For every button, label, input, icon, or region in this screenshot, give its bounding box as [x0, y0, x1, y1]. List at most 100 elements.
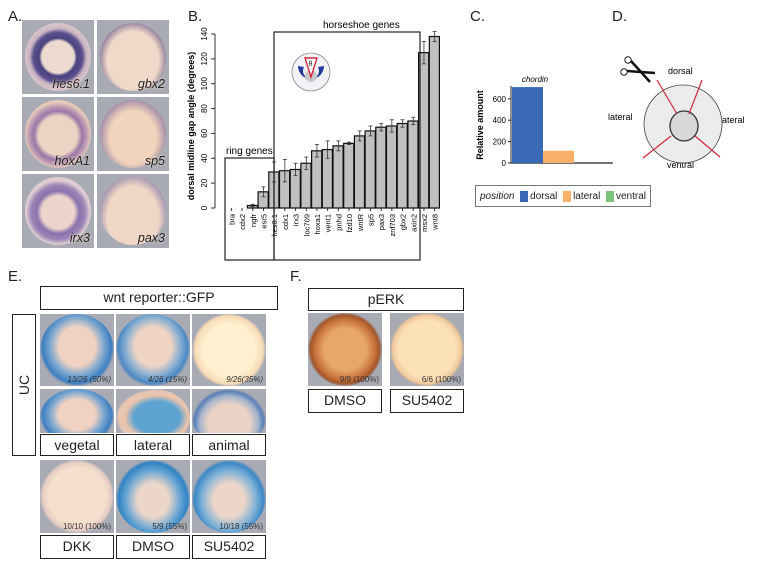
x-tick-label-vent1: vent1	[324, 214, 333, 232]
c-y-tick-label: 0	[502, 159, 507, 168]
bar-sp5	[364, 130, 376, 209]
bar-axin2	[407, 120, 419, 209]
gene-label-sp5: sp5	[144, 154, 165, 168]
embryo-tile-sp5: sp5	[97, 97, 169, 171]
embryo-count: 13/26 (50%)	[67, 375, 111, 384]
ring-genes-label: ring genes	[226, 146, 273, 157]
embryo-image	[40, 314, 114, 386]
embryo-image	[25, 100, 91, 168]
embryo-count: 9/26(35%)	[226, 375, 263, 384]
treatment-tile-DMSO: 5/9 (55%)	[116, 460, 190, 533]
x-tick-label-axin2: axin2	[409, 214, 418, 232]
legend-label-dorsal: dorsal	[530, 190, 558, 202]
bar-hoxa1	[311, 150, 323, 209]
gene-label-gbx2: gbx2	[137, 77, 165, 91]
x-tick-label-irx3: irx3	[292, 214, 301, 226]
perk-treatment-label-DMSO: DMSO	[308, 389, 382, 413]
orientation-label-vegetal: vegetal	[40, 434, 114, 456]
embryo-count: 6/6 (100%)	[421, 375, 461, 384]
embryo-image	[100, 23, 166, 91]
x-tick-label-wnt8: wnt8	[431, 214, 440, 231]
y-tick-label: 60	[200, 128, 209, 137]
scissors-icon	[620, 56, 656, 83]
embryo-blastopore	[669, 110, 699, 142]
x-tick-label-znf703: znf703	[388, 214, 397, 237]
position-legend: position dorsal lateral ventral	[475, 185, 651, 207]
gap-angle-bar-chart: 0 20 40 60 80 100 120 140 dorsal midline gap ang…	[186, 20, 441, 261]
perk-tile-DMSO: 9/9 (100%)	[308, 313, 382, 386]
y-tick-label: 120	[200, 52, 209, 66]
perk-header: pERK	[308, 288, 464, 311]
uc-top-tile-3: 9/26(35%)	[192, 314, 266, 386]
bar-wnt8	[428, 35, 441, 209]
x-tick-label-gbx2: gbx2	[399, 214, 408, 230]
legend-title: position	[480, 190, 515, 202]
bar-loc709	[300, 162, 312, 209]
panel-e-letter: E.	[8, 268, 23, 285]
bar-gbx2	[396, 122, 408, 209]
embryo-image	[192, 389, 266, 433]
y-axis-label: dorsal midline gap angle (degrees)	[186, 52, 196, 201]
uc-top-tile-2: 4/26 (15%)	[116, 314, 190, 386]
bar-fzd10	[343, 142, 355, 209]
legend-label-lateral: lateral	[573, 190, 601, 202]
dorsal-label: dorsal	[668, 66, 693, 76]
treatment-label-SU5402: SU5402	[192, 535, 266, 559]
lateral-left-label: lateral	[608, 112, 633, 122]
chordin-y-axis-label: Relative amount	[475, 90, 485, 160]
x-tick-label-fzd10: fzd10	[345, 214, 354, 232]
cut-lines	[642, 79, 721, 159]
c-y-tick-label: 400	[493, 116, 507, 125]
bar-lateral	[543, 150, 574, 163]
y-tick-label: 140	[200, 27, 209, 41]
x-tick-label-pax3: pax3	[377, 214, 386, 230]
bar-pnhd	[332, 145, 344, 209]
legend-swatch-ventral	[606, 190, 614, 202]
orientation-label-lateral: lateral	[116, 434, 190, 456]
y-tick-label: 80	[200, 104, 209, 113]
ventral-label: ventral	[667, 160, 694, 170]
embryo-count: 9/9 (100%)	[339, 375, 379, 384]
bar-znf703	[385, 125, 398, 209]
embryo-image	[40, 460, 114, 533]
embryo-image	[192, 460, 266, 533]
embryo-image	[116, 389, 190, 433]
chordin-chart-title: chordin	[522, 75, 549, 84]
x-tick-label-sp5: sp5	[366, 214, 375, 226]
treatment-tile-SU5402: 10/18 (55%)	[192, 460, 266, 533]
x-tick-label-msx2: msx2	[420, 214, 429, 232]
uc-label: UC	[16, 374, 32, 396]
legend-swatch-dorsal	[520, 190, 529, 202]
x-tick-label-cdx1: cdx1	[281, 214, 290, 230]
horseshoe-genes-label: horseshoe genes	[323, 20, 400, 31]
panel-b-letter: B.	[188, 8, 203, 25]
y-tick-label: 20	[200, 178, 209, 187]
uc-bottom-tile-1	[40, 389, 114, 433]
horseshoe-genes-box	[273, 31, 421, 261]
embryo-count: 5/9 (55%)	[152, 522, 187, 531]
embryo-tile-pax3: pax3	[97, 174, 169, 248]
legend-label-ventral: ventral	[615, 190, 646, 202]
uc-side-box: UC	[12, 314, 36, 456]
embryo-image	[308, 313, 382, 386]
x-tick-label-wntR: wntR	[356, 213, 365, 232]
gene-label-hoxA1: hoxA1	[54, 154, 90, 168]
panel-d-letter: D.	[612, 8, 627, 25]
embryo-image	[390, 313, 464, 386]
orientation-label-animal: animal	[192, 434, 266, 456]
perk-treatment-label-SU5402: SU5402	[390, 389, 464, 413]
embryo-tile-irx3: irx3	[22, 174, 94, 248]
lateral-right-label: lateral	[720, 115, 745, 125]
x-tick-label-ngfr: ngfr	[249, 214, 258, 227]
y-tick-label: 40	[200, 153, 209, 162]
horseshoe-schematic-icon: θ	[291, 52, 331, 92]
embryo-image	[25, 177, 91, 245]
panel-f-letter: F.	[290, 268, 302, 285]
ring-genes-box	[224, 157, 275, 261]
embryo-count: 4/26 (15%)	[147, 375, 187, 384]
x-tick-label-loc709: loc709	[302, 214, 311, 236]
bar-wntR	[353, 135, 366, 209]
embryo-image	[25, 23, 91, 91]
bar-dorsal	[512, 87, 543, 163]
wnt-reporter-header: wnt reporter::GFP	[40, 286, 278, 310]
